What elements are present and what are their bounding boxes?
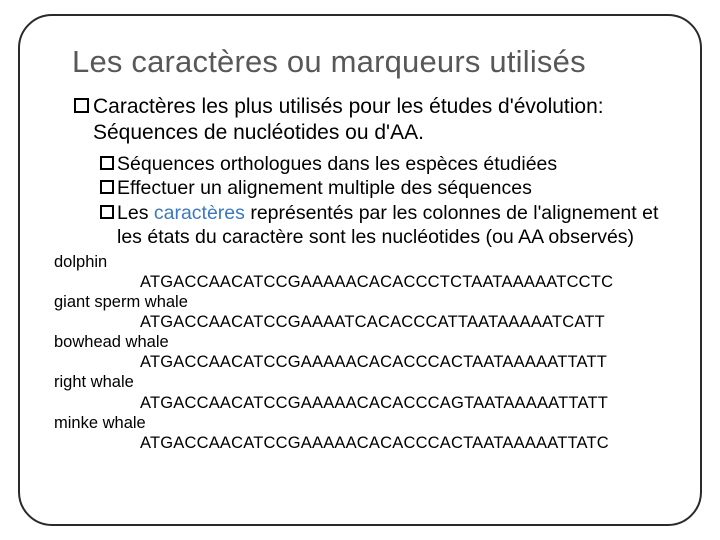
bullet-square-icon [100, 205, 114, 219]
sub3-accent: caractères [154, 202, 245, 224]
bullet-square-icon [74, 98, 89, 113]
slide-title: Les caractères ou marqueurs utilisés [72, 44, 670, 80]
sub-bullet-3-text: Les caractères représentés par les colon… [117, 202, 670, 250]
sequence-text: ATGACCAACATCCGAAAAACACACCCACTAATAAAAATTA… [54, 433, 670, 453]
species-label: bowhead whale [54, 332, 670, 352]
sub3-pre: Les [117, 202, 154, 224]
sub-bullet-1: Séquences orthologues dans les espèces é… [100, 153, 670, 177]
sequence-text: ATGACCAACATCCGAAAAACACACCCACTAATAAAAATTA… [54, 352, 670, 372]
sub-bullet-2: Effectuer un alignement multiple des séq… [100, 177, 670, 201]
sub-bullet-list: Séquences orthologues dans les espèces é… [100, 153, 670, 250]
sequence-text: ATGACCAACATCCGAAAAACACACCCAGTAATAAAAATTA… [54, 393, 670, 413]
species-label: giant sperm whale [54, 292, 670, 312]
species-label: dolphin [54, 252, 670, 272]
content-frame: Les caractères ou marqueurs utilisés Car… [18, 14, 702, 526]
sub-bullet-2-text: Effectuer un alignement multiple des séq… [117, 177, 532, 201]
sequence-text: ATGACCAACATCCGAAAAACACACCCTCTAATAAAAATCC… [54, 272, 670, 292]
sub-bullet-3: Les caractères représentés par les colon… [100, 202, 670, 250]
sequence-block: dolphin ATGACCAACATCCGAAAAACACACCCTCTAAT… [54, 252, 670, 453]
bullet-square-icon [100, 156, 114, 170]
sub-bullet-1-text: Séquences orthologues dans les espèces é… [117, 153, 557, 177]
slide: Les caractères ou marqueurs utilisés Car… [0, 0, 720, 540]
species-label: minke whale [54, 413, 670, 433]
species-label: right whale [54, 372, 670, 392]
main-bullet-text: Caractères les plus utilisés pour les ét… [93, 94, 670, 147]
bullet-square-icon [100, 180, 114, 194]
main-bullet: Caractères les plus utilisés pour les ét… [74, 94, 670, 147]
sequence-text: ATGACCAACATCCGAAAATCACACCCATTAATAAAAATCA… [54, 312, 670, 332]
